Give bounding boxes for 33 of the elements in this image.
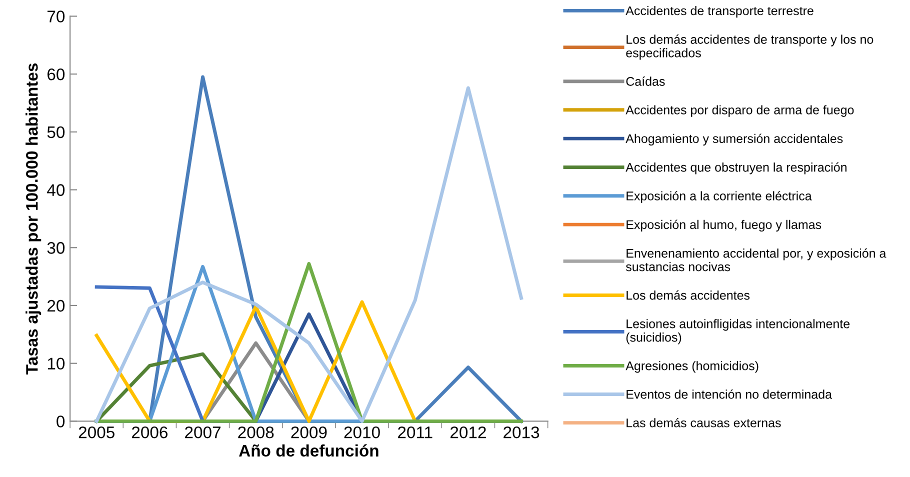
y-tick-label: 20: [48, 300, 65, 312]
legend-label: Caídas: [626, 76, 665, 86]
y-tick-label: 0: [56, 416, 65, 428]
legend-label: Los demás accidentes de transporte y los no especificados: [626, 34, 874, 60]
y-tick-label: 30: [47, 242, 65, 254]
x-tick-label: 2010: [344, 426, 380, 438]
y-tick-label: 70: [48, 10, 65, 22]
legend-label: Exposición al humo, fuego y llamas: [626, 220, 822, 232]
y-tick-label: 60: [48, 68, 65, 80]
legend-label: Envenenamiento accidental por, y exposición a sustancias nocivas: [626, 248, 886, 272]
legend-label: Las demás causas externas: [626, 418, 781, 428]
y-tick-label: 10: [48, 358, 65, 370]
x-tick-label: 2005: [78, 426, 114, 438]
legend-label: Accidentes por disparo de arma de fuego: [626, 105, 854, 117]
x-tick-label: 2013: [504, 426, 540, 438]
legend-label: Lesiones autoinfligidas intencionalmente (suicidios): [626, 319, 850, 344]
x-tick-label: 2012: [450, 426, 486, 438]
x-tick-label: 2011: [398, 426, 432, 438]
y-tick-label: 40: [47, 184, 65, 196]
x-tick-label: 2007: [185, 426, 220, 438]
legend-label: Eventos de intención no determinada: [626, 389, 832, 399]
x-axis-title: Año de defunción: [239, 444, 378, 457]
legend-label: Accidentes de transporte terrestre: [626, 6, 814, 18]
x-tick-label: 2006: [132, 426, 168, 438]
x-tick-label: 2009: [291, 426, 327, 438]
legend-label: Agresiones (homicidios): [626, 361, 758, 373]
legend-label: Los demás accidentes: [626, 290, 750, 300]
legend-label: Exposición a la corriente eléctrica: [626, 191, 812, 203]
legend-label: Ahogamiento y sumersión accidentales: [626, 134, 843, 146]
legend-label: Accidentes que obstruyen la respiración: [626, 162, 846, 174]
y-axis-title: Tasas ajustadas por 100.000 habitantes: [26, 63, 42, 374]
x-tick-label: 2008: [238, 426, 274, 438]
y-tick-label: 50: [47, 126, 65, 138]
